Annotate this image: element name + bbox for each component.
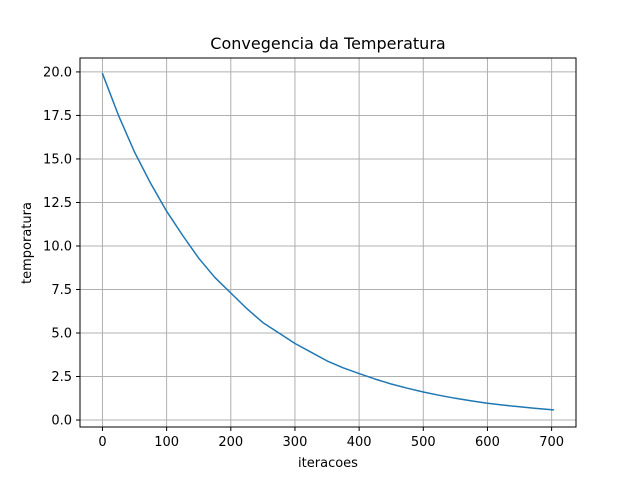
y-axis-label: temporatura bbox=[20, 202, 35, 284]
y-tick-label: 17.5 bbox=[43, 109, 72, 124]
x-axis-label: iteracoes bbox=[298, 456, 358, 471]
x-tick-label: 100 bbox=[154, 435, 179, 450]
y-tick-label: 20.0 bbox=[43, 65, 72, 80]
y-axis-ticks: 0.0 2.5 5.0 7.5 10.0 12.5 15.0 17.5 20.0 bbox=[43, 65, 80, 429]
y-tick-label: 5.0 bbox=[51, 327, 72, 342]
x-tick-label: 0 bbox=[98, 435, 106, 450]
y-tick-label: 2.5 bbox=[51, 370, 72, 385]
x-tick-label: 700 bbox=[539, 435, 564, 450]
plot-frame bbox=[79, 57, 577, 428]
series-layer bbox=[101, 72, 555, 411]
y-tick-label: 12.5 bbox=[43, 196, 72, 211]
temperature-series-line bbox=[101, 72, 555, 411]
x-tick-label: 400 bbox=[347, 435, 372, 450]
y-tick-label: 15.0 bbox=[43, 152, 72, 167]
y-tick-label: 10.0 bbox=[43, 239, 72, 254]
x-tick-label: 200 bbox=[218, 435, 243, 450]
grid-lines bbox=[80, 58, 576, 427]
y-tick-label: 7.5 bbox=[51, 283, 72, 298]
x-axis-ticks: 0 100 200 300 400 500 600 700 bbox=[98, 427, 564, 450]
y-tick-label: 0.0 bbox=[51, 414, 72, 429]
x-tick-label: 600 bbox=[475, 435, 500, 450]
x-tick-label: 500 bbox=[411, 435, 436, 450]
chart-title: Convegencia da Temperatura bbox=[210, 34, 445, 53]
x-tick-label: 300 bbox=[283, 435, 308, 450]
